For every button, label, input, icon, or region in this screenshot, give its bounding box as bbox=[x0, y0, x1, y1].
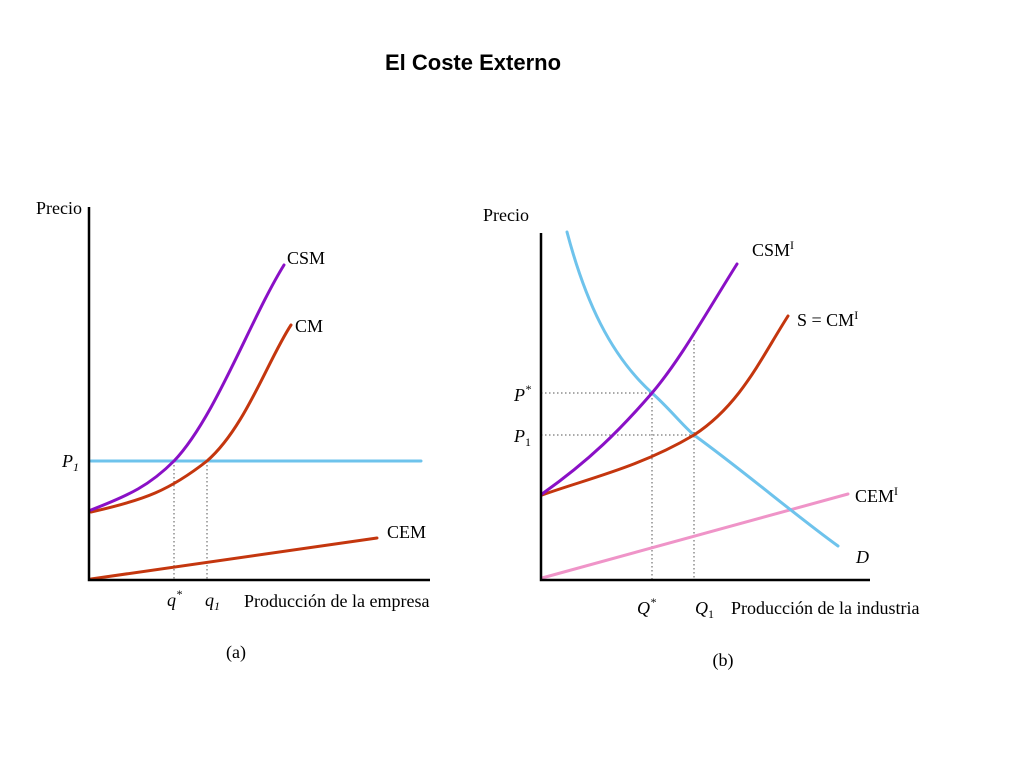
panel-a-csm-curve bbox=[89, 263, 286, 512]
panel-b-cemi-label: CEMI bbox=[855, 484, 898, 506]
panel-b-x-axis-label: Producción de la industria bbox=[731, 598, 919, 618]
panel-a-cem-label: CEM bbox=[387, 522, 426, 542]
panel-b-industry: Precio CSMI S = CMI CEMI D P* P1 Q* Q1 P… bbox=[483, 205, 919, 671]
panel-a-cm-label: CM bbox=[295, 316, 323, 336]
panel-a-firm: Precio CSM CM CEM P1 q* q1 Producción de… bbox=[36, 198, 430, 663]
panel-b-p-star-guide bbox=[541, 392, 653, 580]
panel-a-cem-curve bbox=[89, 536, 379, 581]
panel-b-axes bbox=[539, 233, 870, 582]
panel-b-q-star-label: Q* bbox=[637, 595, 656, 618]
panel-b-supply-label: S = CMI bbox=[797, 308, 858, 330]
panel-b-p1-label: P1 bbox=[513, 426, 531, 449]
panel-b-cemi-curve bbox=[540, 492, 850, 580]
panel-a-csm-label: CSM bbox=[287, 248, 325, 268]
panel-b-demand-label: D bbox=[855, 547, 869, 567]
panel-a-y-axis-label: Precio bbox=[36, 198, 82, 218]
panel-b-caption: (b) bbox=[713, 650, 734, 671]
panel-b-supply-curve bbox=[540, 314, 790, 497]
slide-title: El Coste Externo bbox=[385, 50, 561, 75]
panel-b-demand-curve bbox=[565, 230, 840, 548]
panel-b-csmi-curve bbox=[540, 262, 739, 496]
panel-a-price-label: P1 bbox=[61, 451, 79, 474]
panel-b-y-axis-label: Precio bbox=[483, 205, 529, 225]
panel-a-x-axis-label: Producción de la empresa bbox=[244, 591, 429, 611]
panel-a-q1-label: q1 bbox=[205, 590, 220, 613]
panel-b-q1-label: Q1 bbox=[695, 598, 714, 621]
panel-a-axes bbox=[87, 207, 430, 582]
panel-a-cm-curve bbox=[89, 323, 293, 514]
panel-b-p-star-label: P* bbox=[513, 382, 531, 405]
panel-b-csmi-label: CSMI bbox=[752, 238, 794, 260]
panel-a-caption: (a) bbox=[226, 642, 246, 663]
panel-a-q-star-label: q* bbox=[167, 587, 182, 610]
